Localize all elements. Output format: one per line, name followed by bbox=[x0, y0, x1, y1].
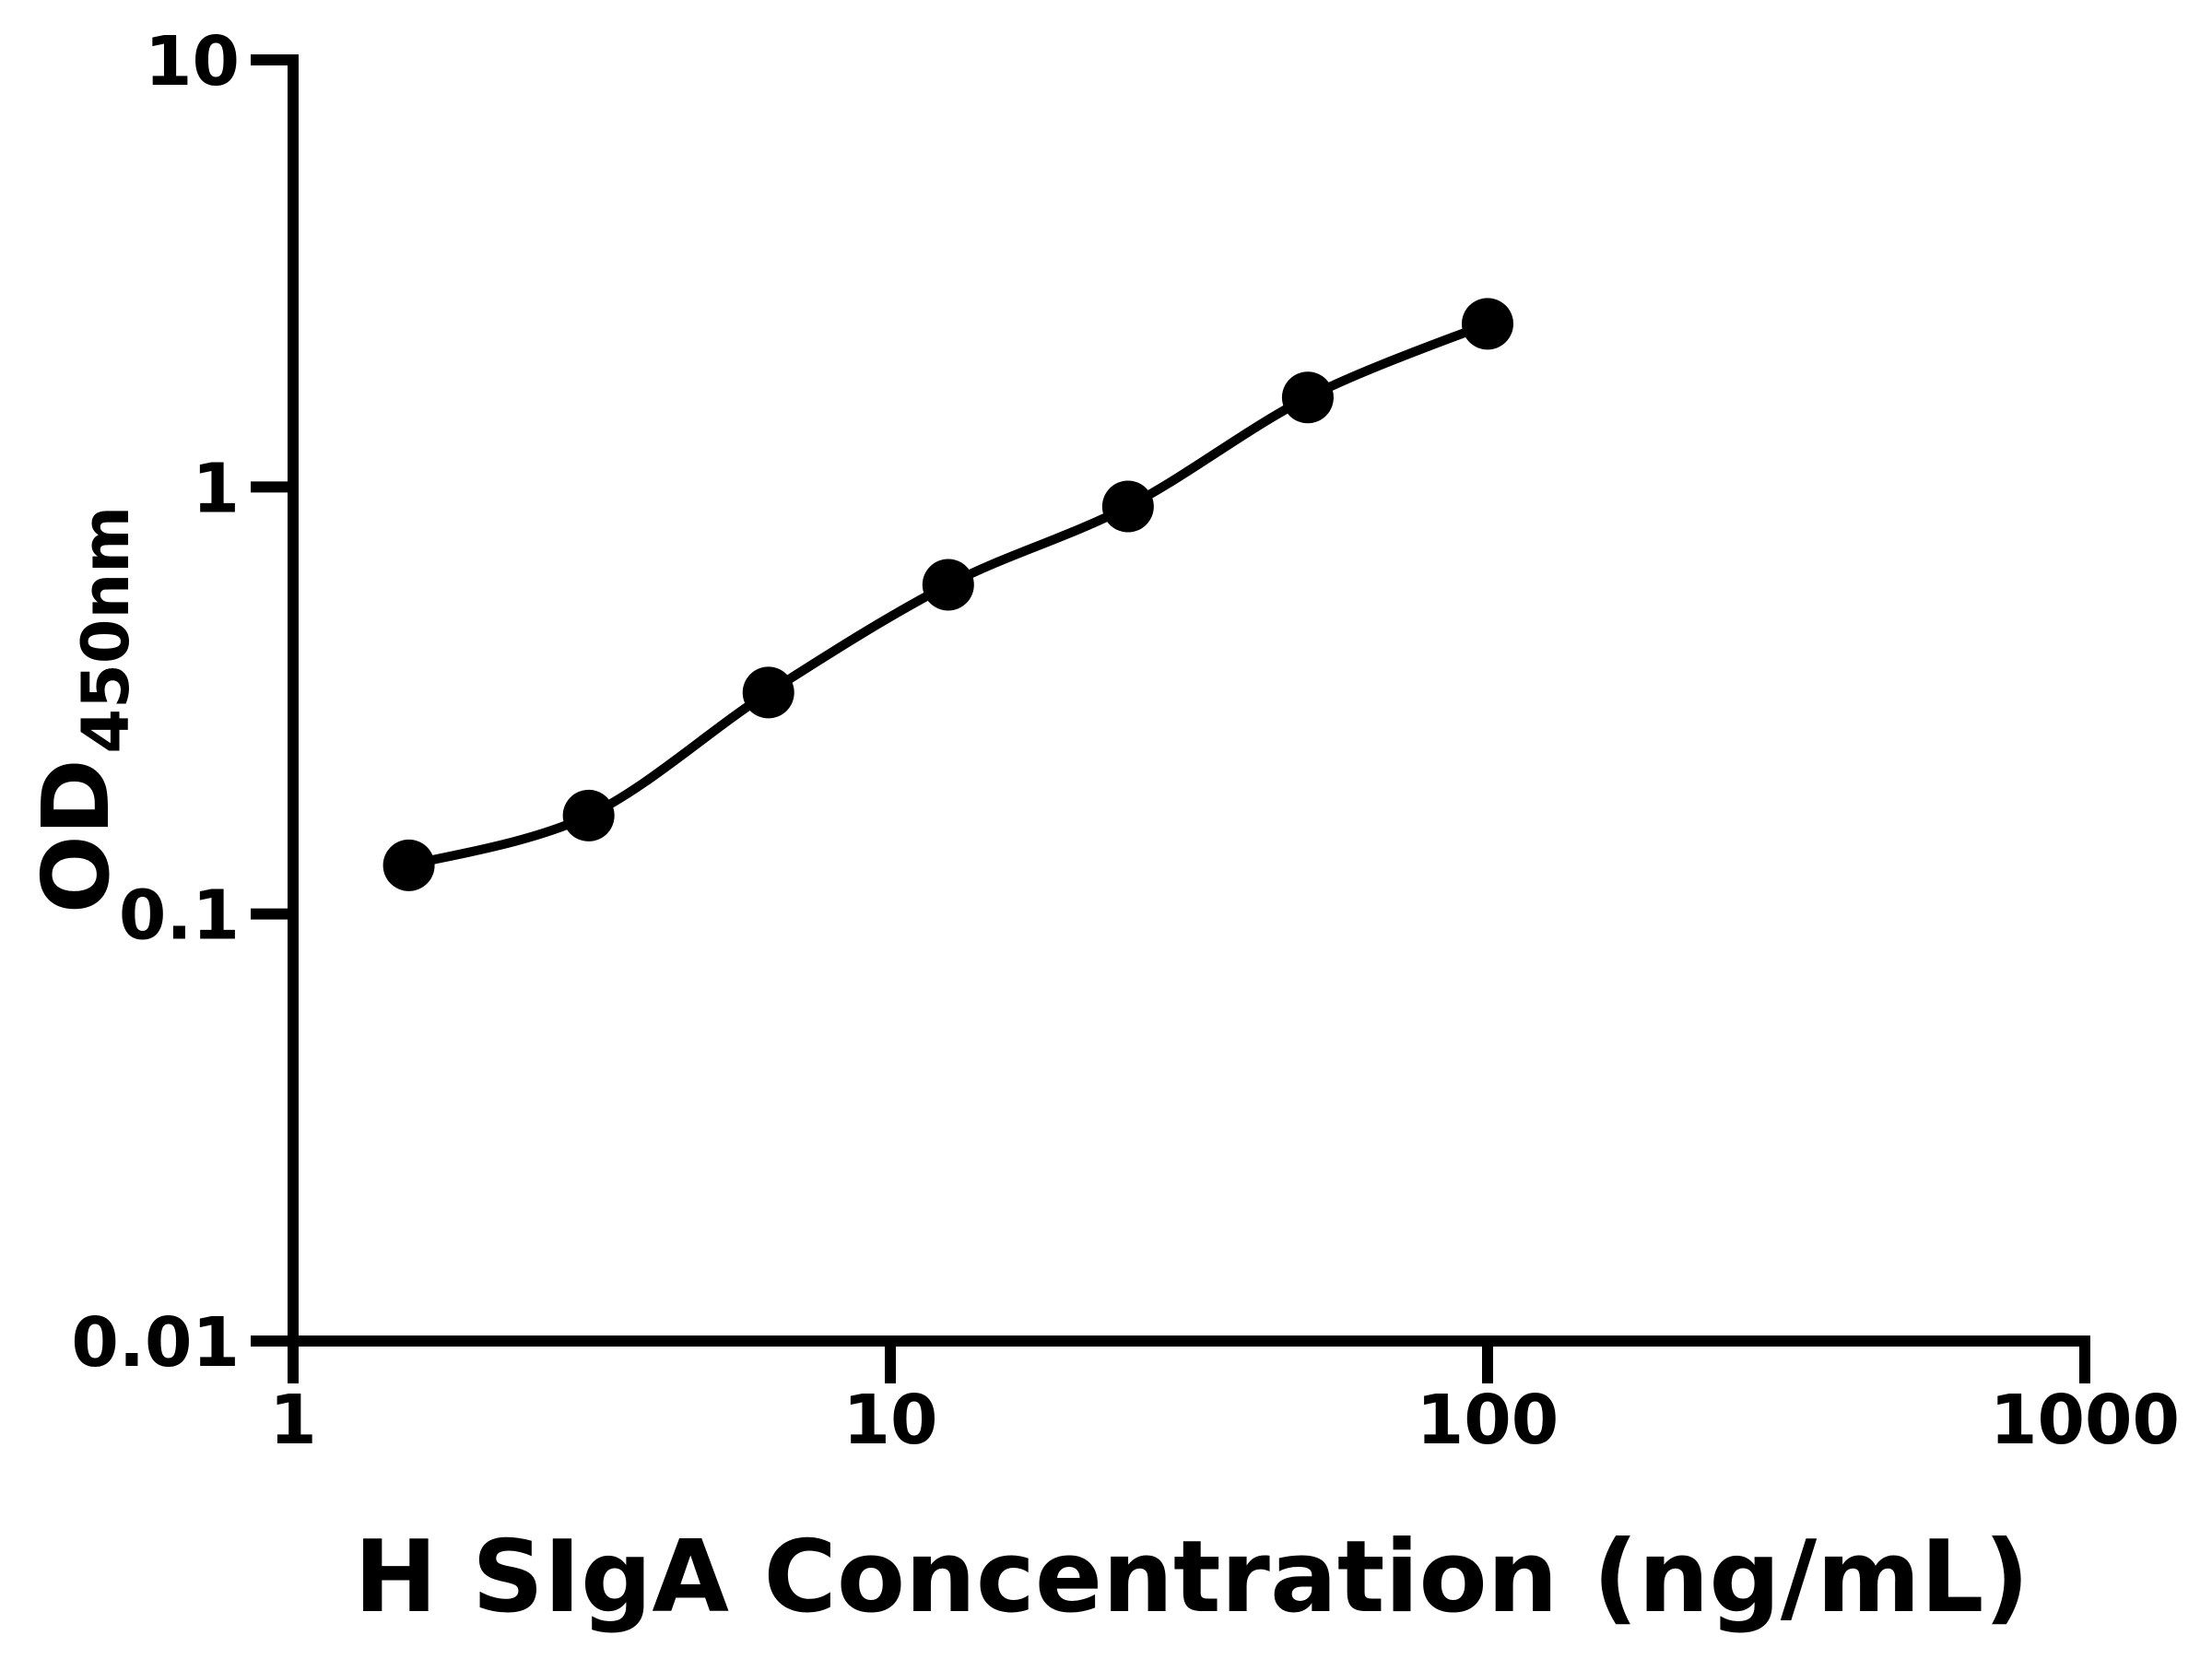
data-point bbox=[1101, 480, 1154, 533]
y-axis-title-sub: 450nm bbox=[68, 506, 144, 754]
y-axis-tick-label: 1 bbox=[193, 449, 241, 528]
x-axis-tick-label: 1 bbox=[269, 1381, 317, 1460]
x-axis-tick-label: 1000 bbox=[1990, 1381, 2180, 1460]
y-axis-title-main: OD bbox=[22, 759, 130, 913]
y-axis-title: OD 450nm bbox=[22, 506, 144, 914]
y-axis-tick-label: 10 bbox=[145, 22, 240, 101]
y-axis-tick-label: 0.01 bbox=[71, 1303, 240, 1382]
data-point bbox=[742, 666, 794, 719]
data-point bbox=[1281, 371, 1334, 424]
x-axis-tick-label: 10 bbox=[843, 1381, 938, 1460]
y-axis-tick-label: 0.1 bbox=[119, 877, 240, 956]
x-axis-title: H SIgA Concentration (ng/mL) bbox=[354, 1520, 2030, 1635]
data-point bbox=[382, 839, 435, 891]
data-point bbox=[1462, 298, 1513, 350]
axes-layer: 10 1 0.1 0.01 1 10 100 1000 bbox=[71, 22, 2180, 1460]
axis-spines bbox=[251, 54, 2090, 1383]
data-point bbox=[922, 559, 974, 611]
data-series-layer bbox=[382, 298, 1513, 891]
data-point bbox=[562, 789, 615, 841]
x-axis-tick-label: 100 bbox=[1417, 1381, 1559, 1460]
